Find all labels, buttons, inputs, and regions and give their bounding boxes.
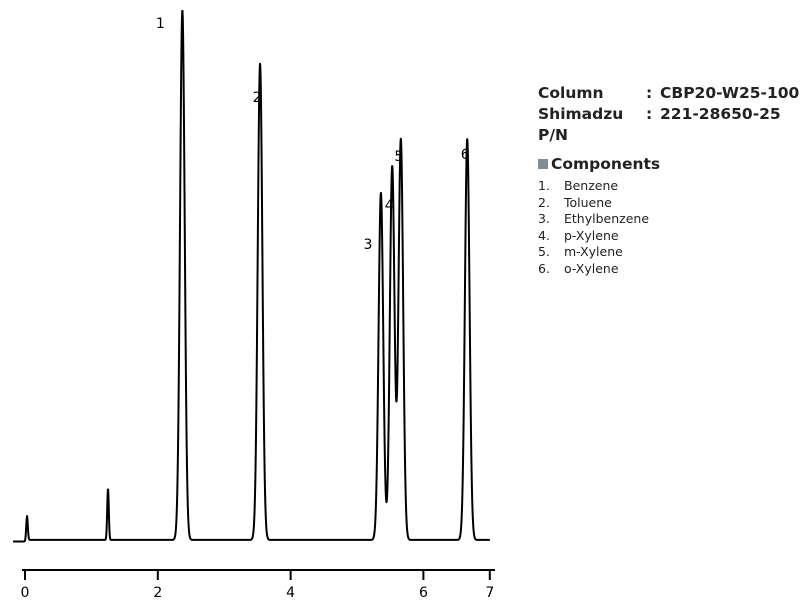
component-number: 3.: [538, 211, 550, 226]
component-name: o-Xylene: [564, 260, 619, 276]
x-axis-ticks: 0 2 4 6 7: [21, 570, 494, 601]
column-key: Column: [538, 84, 604, 102]
component-number: 4.: [538, 227, 550, 243]
component-item: 2. Toluene: [538, 195, 660, 212]
column-row: Column : CBP20-W25-100: [538, 83, 799, 104]
peak-label-2: 2: [253, 90, 262, 106]
x-tick-label: 7: [485, 585, 494, 601]
component-number: 5.: [538, 244, 550, 259]
component-number: 6.: [538, 260, 550, 276]
peak-label-4: 4: [385, 198, 394, 214]
x-tick-label: 2: [153, 585, 162, 601]
part-number-separator: :: [646, 105, 653, 123]
components-heading: Components: [538, 155, 660, 173]
x-tick-label: 6: [419, 585, 428, 601]
column-info: Column : CBP20-W25-100 Shimadzu P/N : 22…: [538, 83, 799, 146]
peak-label-6: 6: [461, 147, 470, 163]
component-item: 5. m-Xylene: [538, 244, 660, 261]
component-item: 1. Benzene: [538, 178, 660, 195]
component-number: 1.: [538, 178, 550, 193]
component-name: p-Xylene: [564, 227, 619, 243]
component-name: Benzene: [564, 178, 619, 193]
peak-label-5: 5: [394, 149, 403, 165]
column-separator: :: [646, 84, 653, 102]
x-tick-label: 0: [21, 585, 30, 601]
components-items: 1. Benzene 2. Toluene 3. Ethylbenzene 4. p-X…: [538, 178, 660, 277]
peak-labels: 1 2 3 4 5 6: [156, 16, 470, 253]
component-item: 4. p-Xylene: [538, 228, 660, 245]
component-item: 6. o-Xylene: [538, 261, 660, 278]
component-name: Ethylbenzene: [564, 211, 650, 226]
peak-label-1: 1: [156, 16, 165, 32]
part-number-key: Shimadzu P/N: [538, 105, 624, 144]
component-name: Toluene: [564, 194, 612, 210]
components-heading-text: Components: [551, 155, 661, 173]
component-item: 3. Ethylbenzene: [538, 211, 660, 228]
part-number-value: 221-28650-25: [660, 105, 781, 123]
column-value: CBP20-W25-100: [660, 84, 800, 102]
x-tick-label: 4: [286, 585, 295, 601]
component-name: m-Xylene: [564, 244, 623, 259]
component-number: 2.: [538, 194, 550, 210]
part-number-row: Shimadzu P/N : 221-28650-25: [538, 104, 799, 146]
chromatogram-trace: [12, 9, 491, 543]
square-bullet-icon: [538, 159, 548, 169]
peak-label-3: 3: [363, 237, 372, 253]
components-list: Components 1. Benzene 2. Toluene 3. Ethylbe…: [538, 155, 660, 277]
